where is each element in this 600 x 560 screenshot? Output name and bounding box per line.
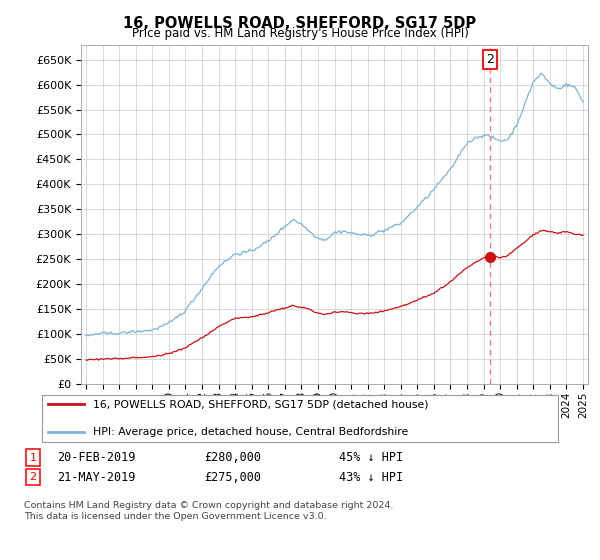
Text: 16, POWELLS ROAD, SHEFFORD, SG17 5DP (detached house): 16, POWELLS ROAD, SHEFFORD, SG17 5DP (de… [93,399,428,409]
Text: 20-FEB-2019: 20-FEB-2019 [57,451,136,464]
Text: 43% ↓ HPI: 43% ↓ HPI [339,470,403,484]
Text: 16, POWELLS ROAD, SHEFFORD, SG17 5DP: 16, POWELLS ROAD, SHEFFORD, SG17 5DP [124,16,476,31]
Text: 45% ↓ HPI: 45% ↓ HPI [339,451,403,464]
Text: Contains HM Land Registry data © Crown copyright and database right 2024.
This d: Contains HM Land Registry data © Crown c… [24,501,394,521]
Text: £275,000: £275,000 [204,470,261,484]
Text: 1: 1 [29,452,37,463]
Text: 2: 2 [29,472,37,482]
Text: £280,000: £280,000 [204,451,261,464]
Text: 2: 2 [486,53,494,66]
Text: Price paid vs. HM Land Registry's House Price Index (HPI): Price paid vs. HM Land Registry's House … [131,27,469,40]
Text: 21-MAY-2019: 21-MAY-2019 [57,470,136,484]
Text: HPI: Average price, detached house, Central Bedfordshire: HPI: Average price, detached house, Cent… [93,427,408,437]
